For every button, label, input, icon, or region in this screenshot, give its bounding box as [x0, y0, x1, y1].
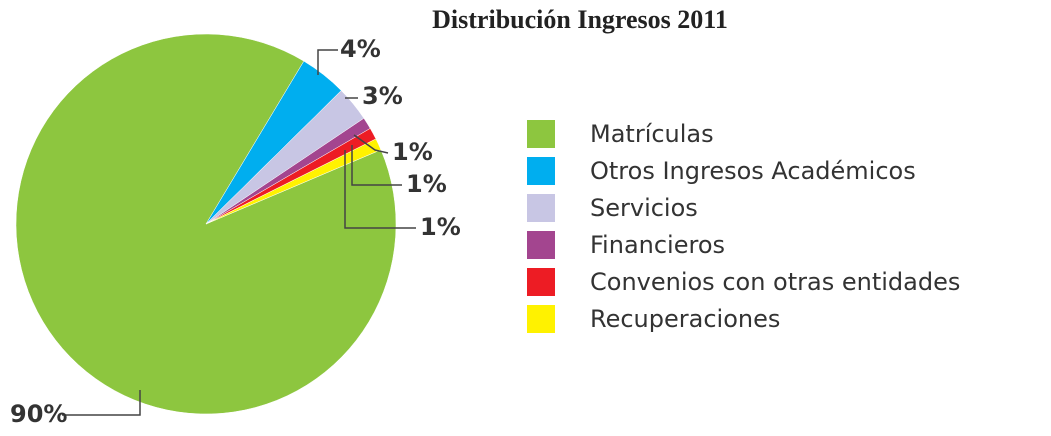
data-label: 3%: [362, 82, 403, 110]
leader-line: [317, 49, 338, 75]
leader-line: [351, 145, 402, 186]
leader-line: [344, 150, 416, 229]
legend-swatch: [527, 268, 555, 296]
data-label: 1%: [420, 213, 461, 241]
legend-label: Servicios: [590, 194, 698, 222]
pie-slice: [205, 138, 382, 225]
data-label: 90%: [10, 400, 67, 428]
legend-swatch: [527, 194, 555, 222]
chart-title: Distribución Ingresos 2011: [432, 5, 728, 34]
data-label: 4%: [340, 35, 381, 63]
leader-line: [353, 134, 389, 154]
legend-swatch: [527, 120, 555, 148]
legend-label: Otros Ingresos Académicos: [590, 157, 916, 185]
legend-swatch: [527, 231, 555, 259]
legend-label: Recuperaciones: [590, 305, 780, 333]
legend-label: Financieros: [590, 231, 725, 259]
leader-line: [62, 390, 141, 416]
legend-label: Matrículas: [590, 120, 714, 148]
legend-swatch: [527, 157, 555, 185]
data-label: 1%: [392, 138, 433, 166]
data-label: 1%: [406, 170, 447, 198]
legend-label: Convenios con otras entidades: [590, 268, 960, 296]
legend-swatch: [527, 305, 555, 333]
